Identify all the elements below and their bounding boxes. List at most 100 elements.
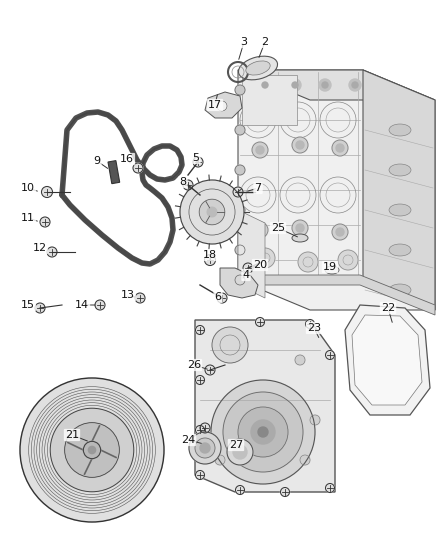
Circle shape [300,455,310,465]
Text: 5: 5 [192,153,199,163]
Circle shape [310,415,320,425]
Circle shape [235,165,245,175]
Circle shape [325,351,335,359]
Circle shape [180,180,244,244]
Circle shape [42,187,53,198]
Bar [242,75,297,125]
Circle shape [238,407,288,457]
Polygon shape [238,210,265,298]
Circle shape [336,144,344,152]
Polygon shape [363,70,435,310]
Text: 15: 15 [21,300,35,310]
Polygon shape [205,92,242,118]
Ellipse shape [238,56,278,80]
Text: 17: 17 [208,100,222,110]
Ellipse shape [389,244,411,256]
Circle shape [211,380,315,484]
Circle shape [235,205,245,215]
Circle shape [20,378,164,522]
Circle shape [193,157,203,167]
Ellipse shape [389,124,411,136]
Circle shape [332,224,348,240]
Text: 13: 13 [121,290,135,300]
Circle shape [233,445,247,459]
Circle shape [183,180,193,190]
Ellipse shape [292,234,308,242]
Circle shape [256,146,264,154]
Text: 9: 9 [93,156,101,166]
Circle shape [289,79,301,91]
Ellipse shape [389,284,411,296]
Text: 11: 11 [21,213,35,223]
Circle shape [207,207,217,217]
Bar [108,160,120,184]
Circle shape [195,376,205,384]
Text: 12: 12 [33,243,47,253]
Circle shape [189,432,221,464]
Circle shape [40,217,50,227]
Circle shape [255,318,265,327]
Text: 26: 26 [187,360,201,370]
Text: 2: 2 [261,37,268,47]
Polygon shape [352,315,422,405]
Circle shape [259,79,271,91]
Circle shape [217,101,227,111]
Ellipse shape [325,266,339,274]
Text: 24: 24 [181,435,195,445]
Text: 14: 14 [75,300,89,310]
Circle shape [195,438,215,458]
Circle shape [243,263,253,273]
Circle shape [296,141,304,149]
Circle shape [256,226,264,234]
Text: 25: 25 [271,223,285,233]
Circle shape [47,247,57,257]
Circle shape [199,199,225,225]
Circle shape [235,245,245,255]
Circle shape [336,228,344,236]
Circle shape [212,327,248,363]
Circle shape [296,224,304,232]
Circle shape [322,82,328,88]
Polygon shape [345,305,430,415]
Text: 8: 8 [180,177,187,187]
Circle shape [50,408,134,492]
Ellipse shape [389,164,411,176]
Circle shape [215,455,225,465]
Text: 20: 20 [253,260,267,270]
Circle shape [205,254,215,265]
Circle shape [262,82,268,88]
Circle shape [352,82,358,88]
Text: 4: 4 [243,270,250,280]
Circle shape [292,220,308,236]
Circle shape [83,441,101,458]
Circle shape [252,222,268,238]
Circle shape [349,79,361,91]
Circle shape [195,425,205,434]
Text: 19: 19 [323,262,337,272]
Circle shape [332,140,348,156]
Circle shape [280,488,290,497]
Circle shape [338,250,358,270]
Circle shape [298,252,318,272]
Circle shape [233,187,243,197]
Circle shape [305,319,314,328]
Circle shape [223,392,303,472]
Circle shape [95,300,105,310]
Circle shape [325,483,335,492]
Circle shape [236,486,244,495]
Circle shape [133,163,143,173]
Text: 18: 18 [203,250,217,260]
Circle shape [35,303,45,313]
Circle shape [255,248,275,268]
Circle shape [195,471,205,480]
Circle shape [295,355,305,365]
Text: 3: 3 [240,37,247,47]
Text: 7: 7 [254,183,261,193]
Polygon shape [238,70,435,100]
Ellipse shape [389,204,411,216]
Polygon shape [238,70,435,310]
Circle shape [65,423,120,478]
Circle shape [88,447,95,454]
Polygon shape [238,275,435,315]
Text: 10: 10 [21,183,35,193]
